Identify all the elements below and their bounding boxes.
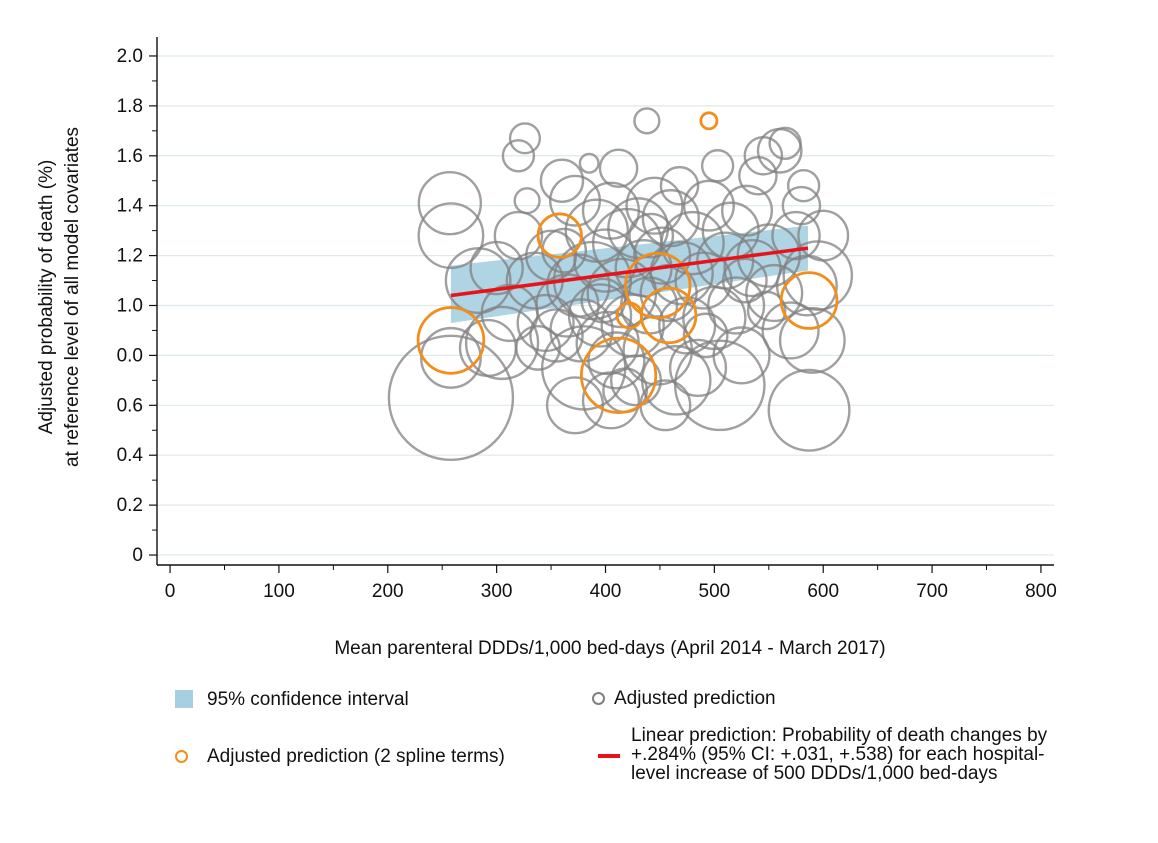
adjusted-prediction-bubble bbox=[673, 339, 766, 432]
spline-prediction-bubble bbox=[624, 251, 692, 320]
adjusted-prediction-bubble bbox=[700, 149, 735, 183]
adjusted-prediction-bubble bbox=[587, 331, 646, 390]
adjusted-prediction-bubble bbox=[581, 371, 641, 430]
adjusted-prediction-bubble bbox=[707, 276, 766, 335]
x-tick-label: 400 bbox=[590, 581, 622, 602]
adjusted-prediction-bubble bbox=[761, 301, 820, 360]
adjusted-prediction-bubble bbox=[786, 169, 821, 203]
adjusted-prediction-bubble bbox=[668, 338, 728, 397]
linear-prediction-line bbox=[450, 246, 809, 298]
linear-prediction-layer bbox=[450, 246, 809, 298]
spline-prediction-bubble bbox=[536, 212, 583, 259]
x-tick-label: 300 bbox=[481, 581, 513, 602]
spline-prediction-bubble bbox=[639, 286, 698, 345]
spline-prediction-bubble bbox=[699, 111, 719, 131]
adjusted-prediction-bubble bbox=[580, 277, 627, 324]
adjusted-prediction-bubble bbox=[721, 184, 774, 237]
x-tick-label: 700 bbox=[916, 581, 948, 602]
adjusted-prediction-points bbox=[387, 107, 854, 462]
adjusted-prediction-bubble bbox=[768, 126, 802, 161]
adjusted-prediction-bubble bbox=[746, 290, 787, 331]
y-tick-label: 0.2 bbox=[117, 495, 143, 516]
y-tick-label: 0.6 bbox=[117, 395, 143, 416]
adjusted-prediction-bubble bbox=[464, 305, 540, 381]
x-tick-label: 200 bbox=[372, 581, 404, 602]
x-axis-label: Mean parenteral DDDs/1,000 bed-days (Apr… bbox=[334, 638, 885, 659]
adjusted-prediction-bubble bbox=[745, 263, 804, 323]
adjusted-prediction-bubble bbox=[721, 257, 768, 304]
adjusted-prediction-bubble bbox=[578, 152, 600, 174]
adjusted-prediction-bubble bbox=[545, 376, 605, 435]
adjusted-prediction-bubble bbox=[419, 326, 482, 389]
adjusted-prediction-bubble bbox=[567, 283, 633, 348]
adjusted-prediction-bubble bbox=[515, 325, 561, 371]
adjusted-prediction-bubble bbox=[508, 122, 542, 155]
adjusted-prediction-bubble bbox=[564, 198, 629, 263]
adjusted-prediction-bubble bbox=[778, 306, 846, 374]
spline-prediction-bubble bbox=[779, 271, 839, 330]
y-tick-label: 0.4 bbox=[117, 445, 144, 466]
adjusted-prediction-bubble bbox=[614, 238, 673, 298]
adjusted-prediction-bubble bbox=[387, 334, 515, 462]
x-tick-label: 500 bbox=[699, 581, 731, 602]
y-axis-label-line2: at reference level of all model covariat… bbox=[62, 127, 83, 467]
y-tick-label: 1.6 bbox=[117, 146, 143, 167]
adjusted-prediction-bubble bbox=[640, 345, 712, 416]
adjusted-prediction-bubble bbox=[723, 238, 782, 298]
adjusted-prediction-bubble bbox=[628, 212, 675, 259]
x-tick-label: 600 bbox=[807, 581, 839, 602]
spline-prediction-bubble bbox=[416, 306, 486, 375]
adjusted-prediction-bubble bbox=[649, 240, 714, 306]
spline-prediction-bubble bbox=[579, 336, 658, 414]
adjusted-prediction-bubble bbox=[660, 210, 725, 276]
y-axis-label-line1: Adjusted probability of death (%) bbox=[36, 160, 57, 435]
x-tick-label: 800 bbox=[1025, 581, 1057, 602]
adjusted-prediction-bubble bbox=[417, 202, 485, 270]
adjusted-prediction-bubble bbox=[682, 312, 729, 359]
x-tick-label: 0 bbox=[165, 581, 176, 602]
adjusted-prediction-bubble bbox=[417, 170, 483, 236]
y-tick-label: 1.4 bbox=[117, 196, 144, 217]
x-tick-label: 100 bbox=[263, 581, 295, 602]
adjusted-prediction-bubble bbox=[501, 139, 536, 173]
y-tick-label: 1.2 bbox=[117, 246, 143, 267]
adjusted-prediction-bubble bbox=[682, 179, 735, 232]
gridlines bbox=[157, 55, 1054, 556]
y-tick-label: 2.0 bbox=[117, 46, 143, 67]
adjusted-prediction-bubble bbox=[539, 158, 585, 204]
adjusted-prediction-bubble bbox=[674, 251, 733, 310]
adjusted-prediction-bubble bbox=[797, 209, 850, 262]
axes: 0 0.2 0.4 0.6 0.0 1.0 1.2 1.4 1.6 1.8 2.0 0 100 200 30… bbox=[117, 37, 1057, 602]
adjusted-prediction-bubble bbox=[529, 308, 584, 363]
y-tick-label: 1.8 bbox=[117, 96, 143, 117]
adjusted-prediction-bubble bbox=[513, 187, 541, 215]
adjusted-prediction-bubble bbox=[633, 107, 661, 135]
adjusted-prediction-bubble bbox=[771, 210, 821, 261]
spline-prediction-points bbox=[416, 111, 839, 414]
y-tick-label: 1.0 bbox=[117, 295, 143, 316]
adjusted-prediction-bubble bbox=[659, 165, 700, 206]
adjusted-prediction-bubble bbox=[625, 176, 684, 235]
adjusted-prediction-bubble bbox=[767, 368, 851, 452]
adjusted-prediction-bubble bbox=[598, 148, 639, 189]
adjusted-prediction-bubble bbox=[782, 240, 854, 311]
y-tick-label: 0 bbox=[132, 545, 143, 566]
y-tick-label: 0.0 bbox=[117, 345, 143, 366]
